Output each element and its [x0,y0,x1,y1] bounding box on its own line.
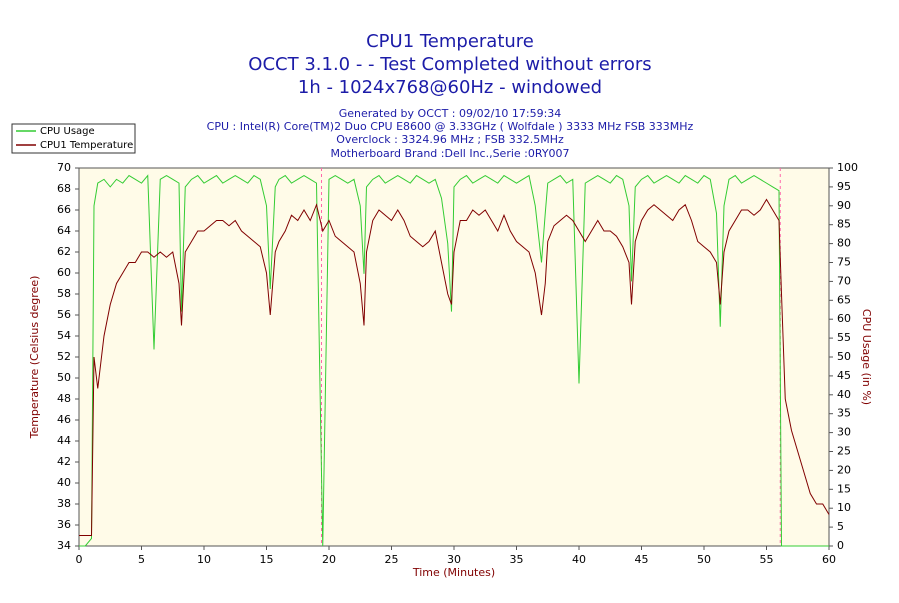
y2-tick-label: 15 [837,482,851,495]
y-tick-label: 70 [57,161,71,174]
y-tick-label: 52 [57,350,71,363]
y-tick-label: 48 [57,392,71,405]
x-tick-label: 30 [447,553,461,566]
x-tick-label: 20 [322,553,336,566]
x-tick-label: 45 [635,553,649,566]
y-tick-label: 46 [57,413,71,426]
y2-tick-label: 25 [837,445,851,458]
y-tick-label: 36 [57,518,71,531]
x-tick-label: 55 [760,553,774,566]
y2-tick-label: 60 [837,312,851,325]
y-tick-label: 34 [57,539,71,552]
y2-tick-label: 50 [837,350,851,363]
series-line [79,198,830,536]
y2-tick-label: 45 [837,369,851,382]
y-tick-label: 42 [57,455,71,468]
y2-tick-label: 10 [837,501,851,514]
y-tick-label: 40 [57,476,71,489]
x-axis-label: Time (Minutes) [412,566,495,579]
y2-tick-label: 75 [837,256,851,269]
x-tick-label: 0 [76,553,83,566]
y2-tick-label: 85 [837,218,851,231]
x-tick-label: 15 [260,553,274,566]
info-line: CPU : Intel(R) Core(TM)2 Duo CPU E8600 @… [207,120,694,133]
y2-tick-label: 90 [837,199,851,212]
chart-title: CPU1 Temperature [366,31,534,52]
x-tick-label: 10 [197,553,211,566]
y2-tick-label: 20 [837,463,851,476]
y2-tick-label: 100 [837,161,858,174]
y2-tick-label: 5 [837,520,844,533]
y-tick-label: 50 [57,371,71,384]
y2-axis-label: CPU Usage (in %) [860,309,873,405]
y2-tick-label: 80 [837,237,851,250]
y-tick-label: 68 [57,182,71,195]
series-line [79,174,829,547]
info-line: Motherboard Brand :Dell Inc.,Serie :0RY0… [330,147,569,160]
x-tick-label: 35 [510,553,524,566]
y2-tick-label: 70 [837,274,851,287]
x-tick-label: 60 [822,553,836,566]
y2-tick-label: 55 [837,331,851,344]
y2-tick-label: 95 [837,180,851,193]
y-tick-label: 66 [57,203,71,216]
y2-tick-label: 30 [837,426,851,439]
info-line: Overclock : 3324.96 MHz ; FSB 332.5MHz [336,133,564,146]
legend-box [11,123,136,154]
y-axis-label: Temperature (Celsius degree) [28,276,41,440]
y2-tick-label: 65 [837,293,851,306]
legend-label: CPU Usage [40,126,95,137]
x-tick-label: 25 [385,553,399,566]
legend-label: CPU1 Temperature [40,140,133,151]
info-line: Generated by OCCT : 09/02/10 17:59:34 [339,107,562,120]
y-tick-label: 56 [57,308,71,321]
chart-subtitle: OCCT 3.1.0 - - Test Completed without er… [248,54,651,75]
y2-tick-label: 35 [837,407,851,420]
y-tick-label: 54 [57,329,71,342]
chart-subtitle: 1h - 1024x768@60Hz - windowed [298,77,602,98]
x-tick-label: 5 [138,553,145,566]
y-tick-label: 64 [57,224,71,237]
x-tick-label: 40 [572,553,586,566]
x-tick-label: 50 [697,553,711,566]
y-tick-label: 62 [57,245,71,258]
y2-tick-label: 40 [837,388,851,401]
y-tick-label: 44 [57,434,71,447]
y-tick-label: 38 [57,497,71,510]
y-tick-label: 60 [57,266,71,279]
y-tick-label: 58 [57,287,71,300]
y2-tick-label: 0 [837,539,844,552]
